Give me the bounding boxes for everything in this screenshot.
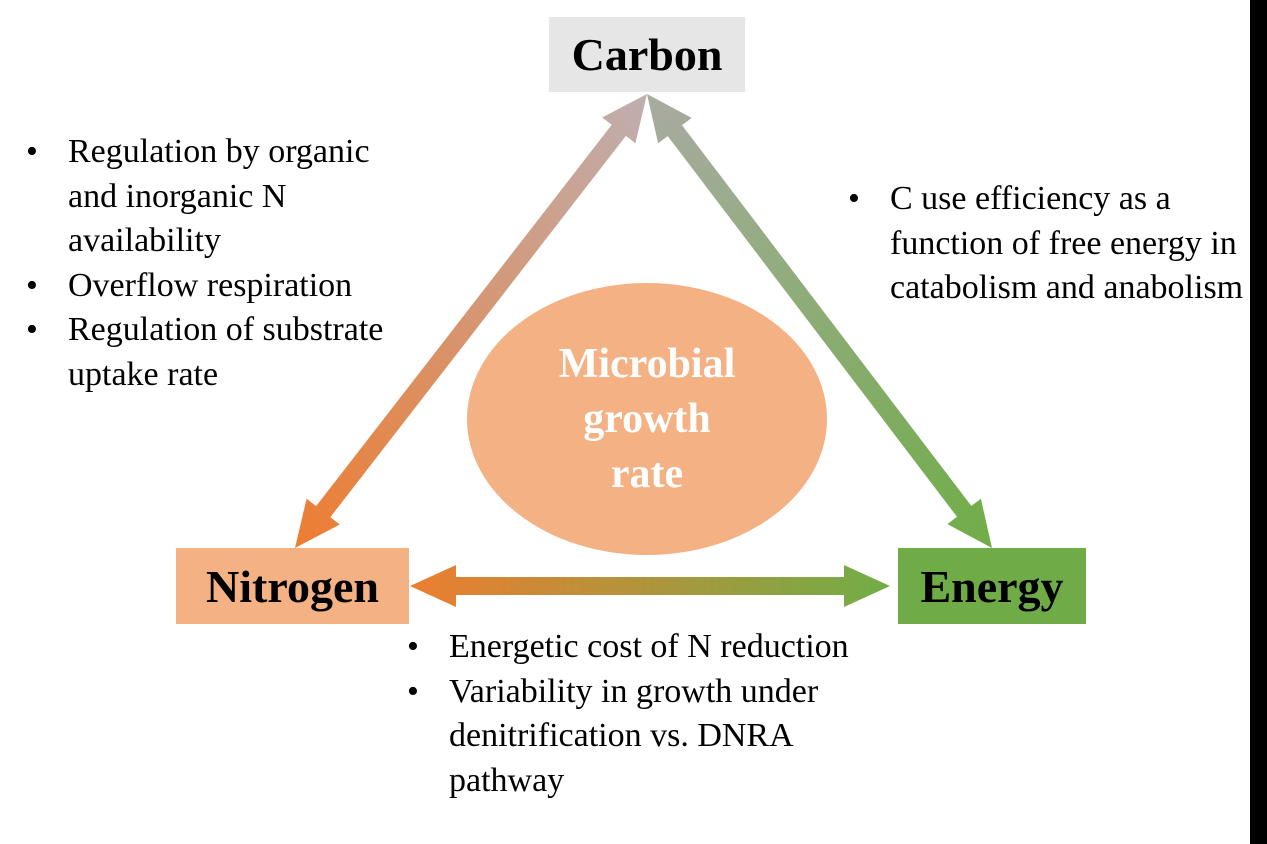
note-item: • Energetic cost of N reduction: [403, 625, 903, 670]
nitrogen-energy-double-arrow: [410, 565, 890, 607]
double-arrow-shape: [295, 94, 647, 548]
bullet-dot-icon: •: [26, 311, 38, 348]
note-text: Energetic cost of N reduction: [449, 628, 849, 665]
bullet-dot-icon: •: [848, 180, 860, 217]
bullet-dot-icon: •: [26, 266, 38, 304]
note-text: C use efficiency as a function of free e…: [890, 180, 1244, 306]
note-item: • Overflow respiration: [22, 264, 422, 309]
carbon-energy-double-arrow: [647, 94, 992, 548]
carbon-nitrogen-notes: • Regulation by organic and inorganic N a…: [22, 130, 422, 397]
microbial-growth-rate-ellipse: [467, 283, 827, 555]
microbial-growth-rate-label: Microbial growth rate: [558, 341, 736, 497]
double-arrow-shape: [647, 94, 992, 548]
note-item: • C use efficiency as a function of free …: [844, 177, 1244, 311]
note-text: Regulation by organic and inorganic N av…: [68, 133, 370, 259]
note-text: Variability in growth under denitrificat…: [449, 672, 819, 799]
double-arrow-shape: [410, 565, 890, 607]
note-text: Regulation of substrate uptake rate: [68, 311, 384, 393]
note-item: • Variability in growth under denitrifica…: [403, 670, 903, 804]
bullet-dot-icon: •: [407, 628, 419, 665]
nitrogen-node: Nitrogen: [176, 548, 409, 624]
note-text: Overflow respiration: [68, 266, 353, 304]
note-item: • Regulation of substrate uptake rate: [22, 308, 422, 397]
carbon-nitrogen-double-arrow: [295, 94, 647, 548]
bullet-dot-icon: •: [26, 133, 38, 170]
nitrogen-energy-notes: • Energetic cost of N reduction • Variabil…: [403, 625, 903, 803]
carbon-node: Carbon: [549, 17, 745, 92]
carbon-energy-notes: • C use efficiency as a function of free …: [844, 177, 1244, 311]
bullet-dot-icon: •: [407, 672, 419, 710]
note-item: • Regulation by organic and inorganic N a…: [22, 130, 422, 264]
energy-node: Energy: [898, 548, 1086, 624]
